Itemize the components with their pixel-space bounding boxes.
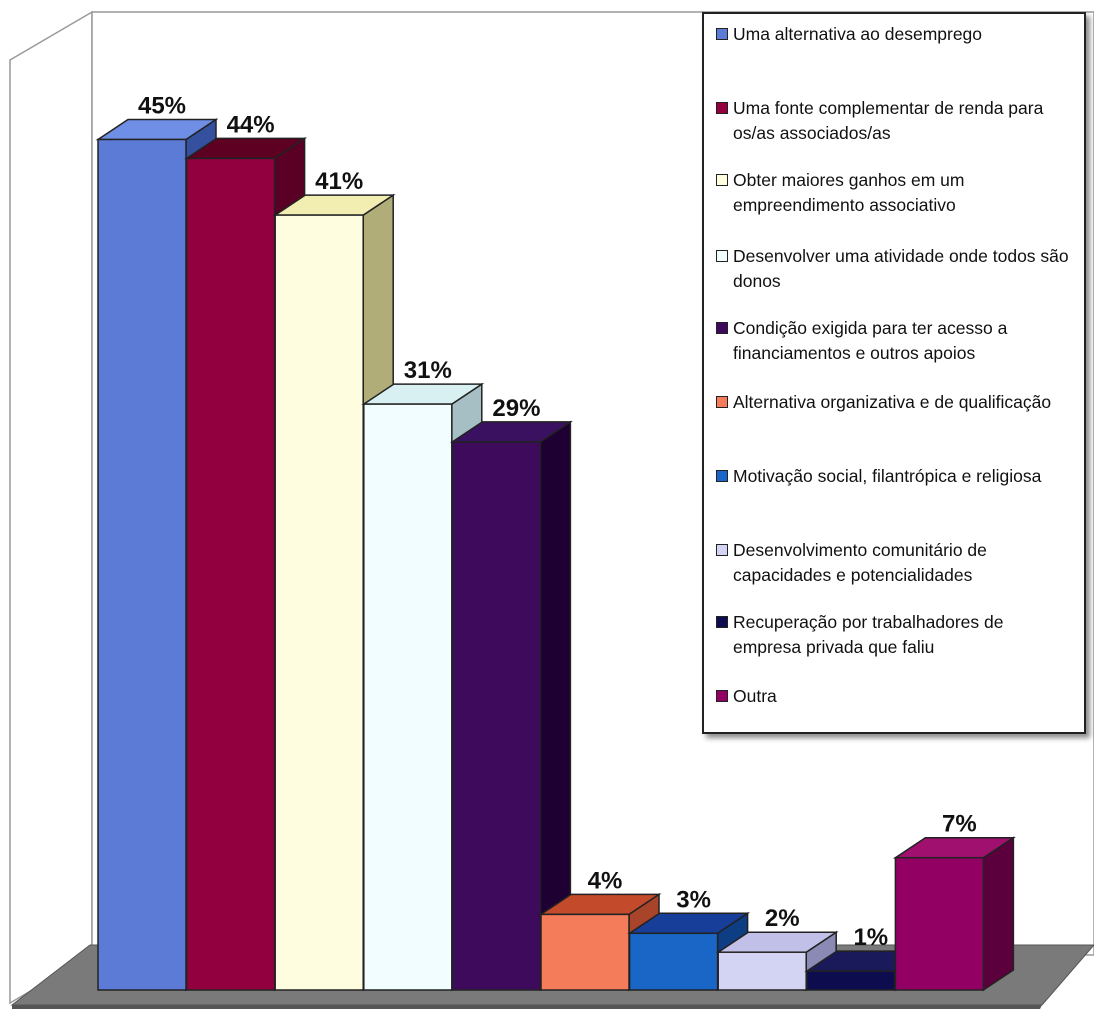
bar-front-5	[451, 441, 542, 991]
legend-swatch	[716, 28, 728, 40]
bar-value-label: 7%	[942, 811, 977, 838]
bar-value-label: 1%	[853, 924, 888, 951]
legend-label: Obter maiores ganhos em um empreendiment…	[733, 170, 965, 215]
bar-value-label: 2%	[765, 905, 800, 932]
legend-item: Condição exigida para ter acesso a finan…	[716, 316, 1076, 366]
legend-item: Recuperação por trabalhadores de empresa…	[716, 610, 1076, 660]
legend-label: Recuperação por trabalhadores de empresa…	[733, 612, 1004, 657]
legend-label: Uma fonte complementar de renda para os/…	[733, 98, 1044, 143]
legend-label: Motivação social, filantrópica e religio…	[733, 466, 1042, 486]
legend-item: Alternativa organizativa e de qualificaç…	[716, 390, 1076, 415]
bar-front-8	[717, 951, 807, 991]
legend-swatch	[716, 690, 728, 702]
legend-swatch	[716, 174, 728, 186]
bar-value-label: 3%	[676, 886, 711, 913]
legend-item: Outra	[716, 684, 1076, 709]
bar-value-label: 45%	[138, 93, 186, 120]
legend-swatch	[716, 616, 728, 628]
bar-value-label: 4%	[588, 867, 623, 894]
legend-item: Desenvolver uma atividade onde todos são…	[716, 244, 1076, 294]
legend-item: Motivação social, filantrópica e religio…	[716, 464, 1076, 489]
left-wall	[9, 10, 93, 1005]
bar-front-3	[274, 214, 364, 991]
legend-swatch	[716, 102, 728, 114]
legend-swatch	[716, 322, 728, 334]
bar-value-label: 31%	[404, 357, 452, 384]
legend-swatch	[716, 250, 728, 262]
bar-side-10	[982, 836, 1015, 992]
floor-edge	[12, 1005, 1042, 1009]
bar-5	[449, 420, 573, 992]
legend-label: Desenvolver uma atividade onde todos são…	[733, 246, 1069, 291]
legend-label: Alternativa organizativa e de qualificaç…	[733, 392, 1052, 412]
legend-item: Desenvolvimento comunitário de capacidad…	[716, 538, 1076, 588]
bar-front-2	[185, 157, 276, 991]
bar-front-6	[540, 913, 630, 991]
legend-item: Uma fonte complementar de renda para os/…	[716, 96, 1076, 146]
legend-label: Condição exigida para ter acesso a finan…	[733, 318, 1008, 363]
legend-swatch	[716, 544, 728, 556]
legend: Uma alternativa ao desemprego Uma fonte c…	[702, 12, 1086, 734]
value-labels-group: 45% 44% 41% 31% 29% 4% 3% 2% 1% 7%	[138, 93, 977, 952]
bar-front-4	[363, 403, 453, 991]
bar-value-label: 29%	[492, 395, 540, 422]
bar-front-7	[628, 932, 719, 991]
legend-label: Outra	[733, 686, 777, 706]
legend-label: Desenvolvimento comunitário de capacidad…	[733, 540, 987, 585]
bar-front-10	[894, 856, 985, 991]
bar-10	[892, 836, 1016, 992]
legend-item: Uma alternativa ao desemprego	[716, 22, 1076, 47]
bar-value-label: 44%	[227, 111, 275, 138]
bar-front-1	[97, 138, 187, 991]
bar-front-9	[806, 970, 896, 991]
bars-group	[95, 118, 1016, 992]
bar-value-label: 41%	[315, 168, 363, 195]
legend-swatch	[716, 396, 728, 408]
legend-label: Uma alternativa ao desemprego	[733, 24, 983, 44]
legend-swatch	[716, 470, 728, 482]
legend-item: Obter maiores ganhos em um empreendiment…	[716, 168, 1076, 218]
